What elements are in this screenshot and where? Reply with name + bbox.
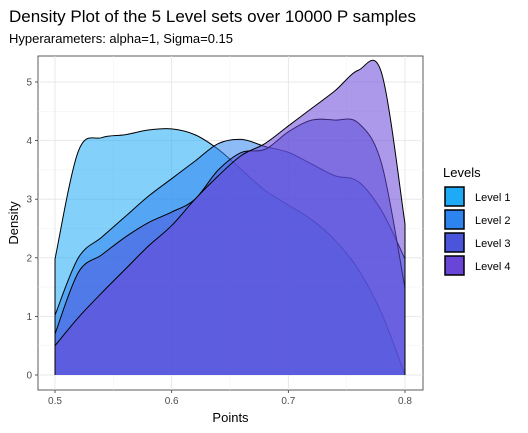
y-axis-ticks: 0 1 2 3 4 5 — [26, 78, 38, 382]
legend-label: Level 4 — [475, 261, 510, 273]
x-tick-label: 0.7 — [281, 396, 295, 407]
density-line-4 — [54, 59, 406, 375]
legend-item-1: Level 1 — [444, 186, 510, 207]
legend-label: Level 2 — [475, 215, 510, 227]
legend-item-2: Level 2 — [444, 209, 510, 230]
y-tick-label: 2 — [26, 253, 32, 264]
legend: Level 1 Level 2 Level 3 Level 4 — [444, 186, 510, 276]
y-tick-label: 1 — [26, 312, 32, 323]
legend-title: Levels — [443, 165, 481, 180]
y-tick-label: 3 — [26, 195, 32, 206]
legend-label: Level 1 — [475, 192, 510, 204]
chart-subtitle: Hyperarameters: alpha=1, Sigma=0.15 — [9, 31, 233, 46]
legend-item-3: Level 3 — [444, 232, 510, 253]
legend-key-swatch — [444, 232, 465, 253]
x-tick-label: 0.5 — [48, 396, 62, 407]
legend-item-4: Level 4 — [444, 255, 510, 276]
x-tick-label: 0.6 — [165, 396, 179, 407]
density-area-4 — [55, 60, 405, 376]
x-axis-title: Points — [212, 410, 249, 425]
density-areas — [54, 59, 406, 376]
y-tick-label: 4 — [26, 136, 32, 147]
y-tick-label: 5 — [26, 78, 32, 89]
y-axis-title: Density — [6, 201, 21, 245]
x-tick-label: 0.8 — [398, 396, 412, 407]
x-axis-ticks: 0.5 0.6 0.7 0.8 — [48, 390, 412, 407]
legend-key-swatch — [444, 186, 465, 207]
legend-key-swatch — [444, 255, 465, 276]
y-tick-label: 0 — [26, 371, 32, 382]
chart-title: Density Plot of the 5 Level sets over 10… — [9, 7, 416, 26]
legend-key-swatch — [444, 209, 465, 230]
legend-label: Level 3 — [475, 238, 510, 250]
